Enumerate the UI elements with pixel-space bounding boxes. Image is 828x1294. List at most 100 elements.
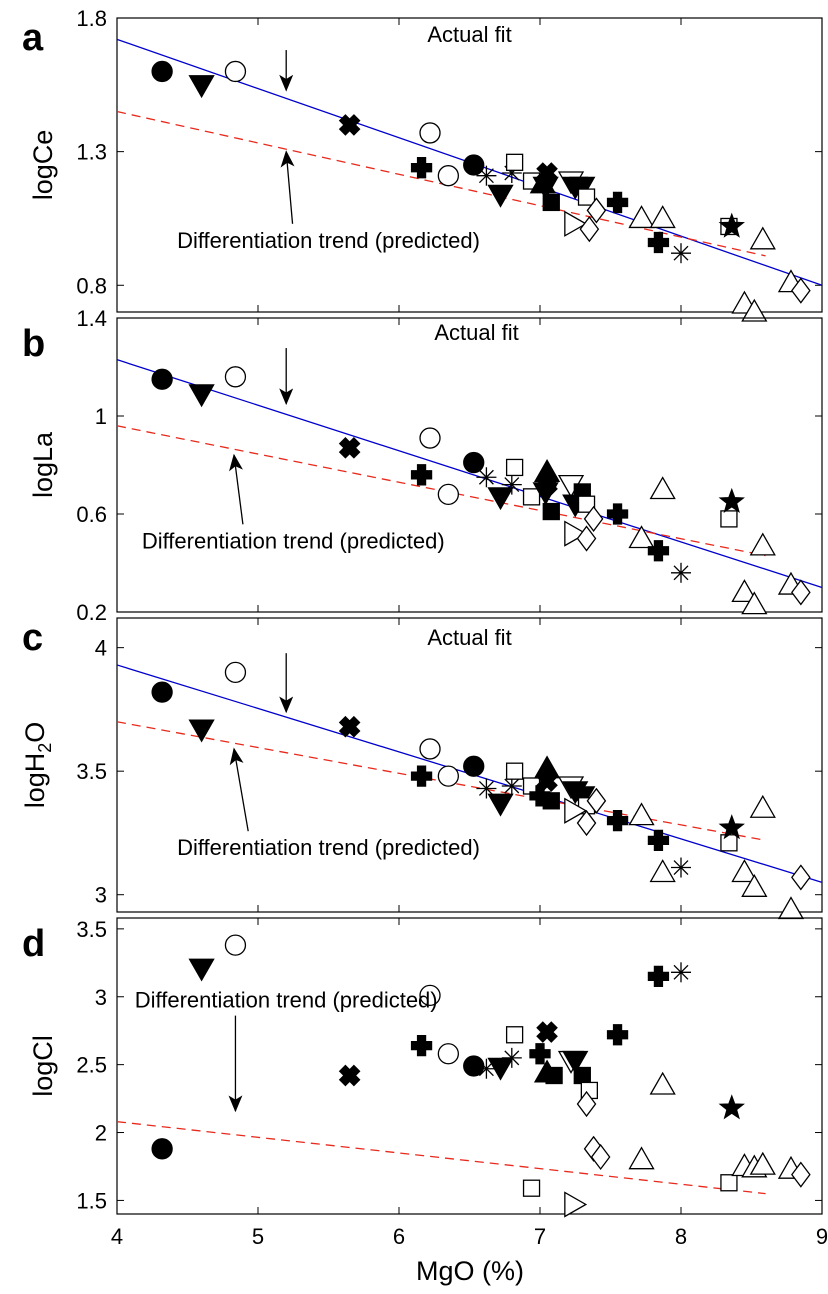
open-circle-marker bbox=[437, 483, 460, 506]
filled-square-marker bbox=[542, 792, 560, 810]
annotation-text: Actual fit bbox=[427, 22, 511, 47]
asterisk-marker bbox=[671, 857, 691, 878]
filled-square-marker bbox=[573, 1066, 591, 1085]
open-triangle-right-marker bbox=[564, 797, 588, 824]
asterisk-marker bbox=[671, 962, 691, 983]
open-triangle-right-marker bbox=[564, 1191, 588, 1218]
y-tick-label: 4 bbox=[95, 636, 107, 661]
filled-triangle-down-marker bbox=[188, 75, 215, 99]
predicted-trend-line bbox=[116, 110, 766, 257]
filled-triangle-down-marker bbox=[487, 487, 514, 511]
x-axis-label: MgO (%) bbox=[416, 1256, 524, 1286]
panel-c: c logH2O 33.54 Actual fitDifferentiation… bbox=[20, 617, 823, 920]
filled-triangle-down-marker bbox=[532, 176, 559, 200]
filled-plus-marker bbox=[606, 809, 629, 832]
open-diamond-marker bbox=[586, 197, 607, 224]
y-tick-label: 3 bbox=[95, 985, 107, 1010]
x-ticks: 4 5 6 7 8 9 bbox=[111, 1224, 828, 1249]
filled-triangle-down-marker bbox=[487, 793, 514, 817]
y-axis-label-end: O bbox=[20, 722, 50, 743]
open-triangle-up-marker bbox=[749, 794, 776, 818]
filled-cross-marker bbox=[338, 437, 361, 459]
filled-square-marker bbox=[542, 193, 560, 212]
asterisk-marker bbox=[476, 467, 497, 488]
filled-star-marker bbox=[718, 487, 745, 513]
filled-plus-marker bbox=[529, 1043, 551, 1065]
filled-square-marker bbox=[542, 502, 560, 521]
filled-circle-marker bbox=[151, 60, 173, 83]
open-triangle-up-marker bbox=[741, 298, 768, 322]
annotation-text: Actual fit bbox=[434, 320, 518, 345]
y-tick-label: 1.4 bbox=[76, 306, 107, 331]
filled-plus-marker bbox=[410, 1034, 433, 1057]
y-axis-label: logLa bbox=[28, 431, 58, 498]
open-square-marker bbox=[505, 153, 524, 171]
y-tick-label: 3 bbox=[95, 883, 107, 908]
y-tick-label: 0.6 bbox=[76, 502, 107, 527]
asterisk-marker bbox=[501, 1047, 522, 1068]
data-points bbox=[151, 661, 811, 920]
open-circle-marker bbox=[437, 765, 460, 787]
asterisk-marker bbox=[671, 562, 691, 583]
panel-label: c bbox=[22, 617, 43, 659]
x-tick-label: 4 bbox=[111, 1224, 123, 1249]
open-triangle-up-marker bbox=[628, 802, 655, 826]
open-diamond-marker bbox=[791, 579, 811, 606]
asterisk-marker bbox=[501, 474, 522, 495]
filled-cross-marker bbox=[338, 1064, 361, 1087]
asterisk-marker bbox=[671, 243, 691, 264]
filled-circle-marker bbox=[463, 154, 485, 176]
panel-d: d logCl MgO (%) 1.5 2 2.5 3 3.5 4 5 6 7 8 9 Diffe… bbox=[22, 917, 828, 1286]
filled-circle-marker bbox=[463, 451, 485, 474]
open-triangle-right-marker bbox=[564, 520, 588, 547]
asterisk-marker bbox=[476, 778, 497, 799]
open-triangle-up-marker bbox=[741, 591, 768, 615]
open-circle-marker bbox=[224, 934, 247, 956]
y-ticks: 0.2 0.6 1 1.4 bbox=[76, 306, 823, 625]
open-square-marker bbox=[720, 1174, 738, 1192]
open-diamond-marker bbox=[586, 787, 607, 814]
filled-plus-marker bbox=[410, 765, 433, 787]
filled-star-marker bbox=[718, 814, 745, 840]
x-tick-label: 8 bbox=[675, 1224, 687, 1249]
open-circle-marker bbox=[224, 60, 247, 83]
filled-plus-marker bbox=[647, 965, 670, 988]
asterisk-marker bbox=[476, 165, 497, 186]
data-points bbox=[151, 366, 811, 615]
y-ticks: 1.5 2 2.5 3 3.5 bbox=[76, 917, 823, 1214]
annotation-arrow bbox=[280, 150, 295, 224]
filled-cross-marker bbox=[536, 1021, 558, 1043]
y-tick-label: 1.5 bbox=[76, 1188, 107, 1213]
filled-circle-marker bbox=[151, 368, 173, 390]
axes-frame bbox=[116, 917, 823, 1215]
axes-frame bbox=[116, 317, 823, 613]
open-triangle-up-marker bbox=[749, 532, 776, 556]
actual-fit-line bbox=[116, 359, 823, 589]
open-circle-marker bbox=[419, 122, 441, 144]
annotation-arrow bbox=[229, 747, 249, 832]
filled-star-marker bbox=[718, 1094, 745, 1120]
filled-plus-marker bbox=[606, 503, 629, 525]
y-axis-label: logCl bbox=[28, 1035, 58, 1097]
open-square-marker bbox=[577, 495, 596, 513]
filled-plus-marker bbox=[410, 157, 433, 179]
open-diamond-marker bbox=[576, 1090, 597, 1118]
annotation-text: Differentiation trend (predicted) bbox=[177, 228, 480, 253]
filled-triangle-down-marker bbox=[562, 1050, 589, 1074]
filled-triangle-down-marker bbox=[532, 482, 559, 506]
x-tick-label: 5 bbox=[252, 1224, 264, 1249]
open-diamond-marker bbox=[791, 864, 811, 891]
open-triangle-up-marker bbox=[749, 226, 776, 250]
y-axis-label-main: logH bbox=[20, 753, 50, 809]
x-tick-label: 9 bbox=[816, 1224, 828, 1249]
open-square-marker bbox=[522, 488, 541, 506]
filled-triangle-down-marker bbox=[188, 719, 215, 743]
filled-triangle-down-marker bbox=[188, 958, 215, 982]
annotation-text: Differentiation trend (predicted) bbox=[135, 988, 438, 1013]
filled-plus-marker bbox=[647, 540, 670, 562]
open-diamond-marker bbox=[576, 525, 597, 552]
filled-circle-marker bbox=[463, 755, 485, 777]
predicted-trend-line bbox=[116, 721, 766, 841]
open-triangle-up-marker bbox=[731, 859, 758, 883]
open-triangle-up-marker bbox=[628, 1146, 655, 1170]
